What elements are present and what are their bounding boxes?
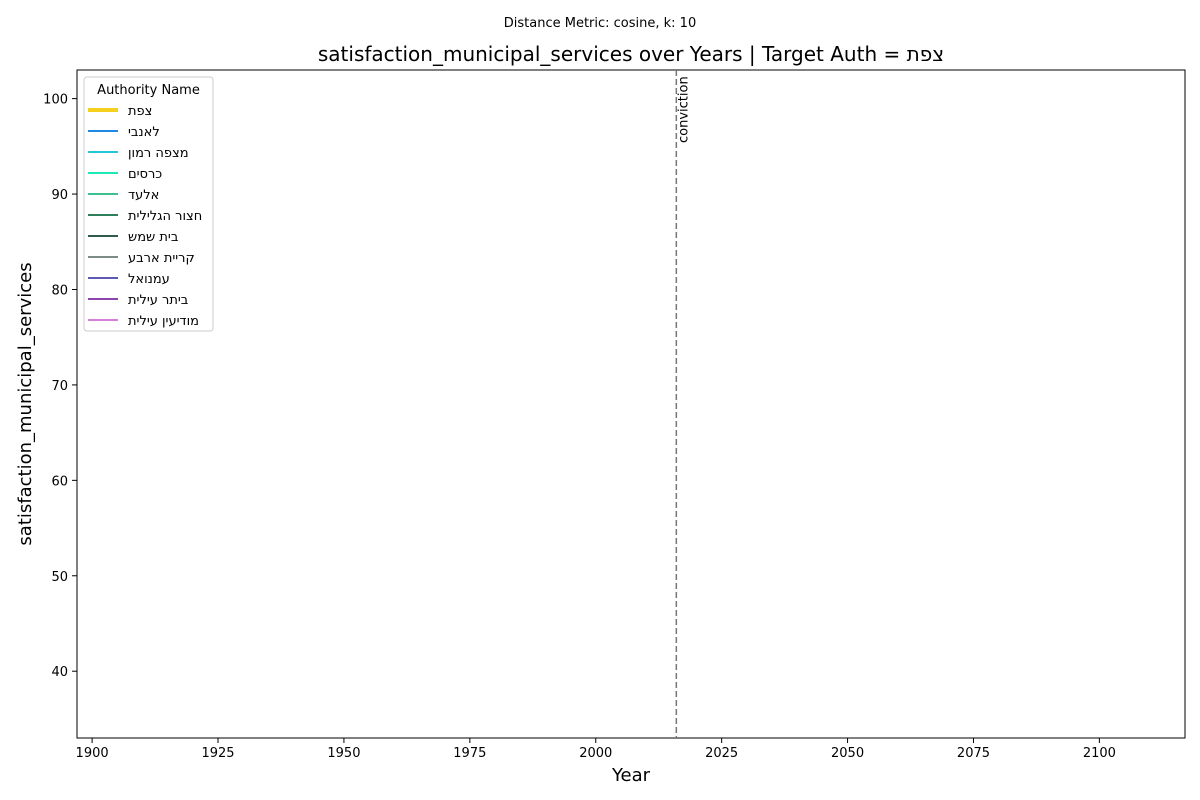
- x-tick-label: 1925: [201, 746, 234, 761]
- x-tick-label: 2000: [579, 746, 612, 761]
- x-tick-label: 1900: [76, 746, 109, 761]
- legend-entry: אלעד: [128, 188, 159, 203]
- x-tick-label: 1975: [453, 746, 486, 761]
- annotations: conviction: [675, 70, 691, 738]
- axis-ticks: 1900 1925 1950 1975 2000 2025 2050 2075 2100 40 50…: [43, 93, 1116, 761]
- legend-entry: חצור הגלילית: [128, 209, 202, 224]
- legend-entry: מצפה רמון: [128, 146, 189, 161]
- vline-label: conviction: [676, 76, 691, 143]
- legend: Authority Name צפת לאנבי מצפה רמון כרסים אלעד…: [83, 76, 214, 332]
- y-tick-label: 80: [51, 283, 68, 298]
- legend-frame: [83, 76, 214, 332]
- y-tick-label: 70: [51, 379, 68, 394]
- y-tick-label: 100: [43, 93, 68, 108]
- legend-title: Authority Name: [97, 83, 200, 98]
- y-tick-label: 40: [51, 665, 68, 680]
- legend-entry: כרסים: [128, 167, 162, 182]
- legend-entry: צפת: [128, 104, 152, 119]
- chart-title: satisfaction_municipal_services over Yea…: [318, 42, 944, 66]
- x-tick-label: 2075: [957, 746, 990, 761]
- legend-entry: בית שמש: [128, 230, 178, 245]
- x-tick-label: 1950: [327, 746, 360, 761]
- x-tick-label: 2050: [831, 746, 864, 761]
- legend-entry: לאנבי: [128, 125, 160, 140]
- x-tick-label: 2025: [705, 746, 738, 761]
- x-axis-label: Year: [611, 765, 651, 786]
- x-tick-label: 2100: [1083, 746, 1116, 761]
- y-tick-label: 50: [51, 570, 68, 585]
- plot-area: [76, 69, 1186, 739]
- y-tick-label: 60: [51, 474, 68, 489]
- legend-entry: עמנואל: [128, 272, 170, 287]
- legend-entry: מודיעין עילית: [128, 314, 199, 329]
- y-axis-label: satisfaction_municipal_services: [15, 262, 36, 545]
- chart-suptitle: Distance Metric: cosine, k: 10: [504, 16, 696, 31]
- legend-entry: ביתר עילית: [128, 293, 188, 308]
- legend-entry: קריית ארבע: [128, 251, 195, 266]
- y-tick-label: 90: [51, 188, 68, 203]
